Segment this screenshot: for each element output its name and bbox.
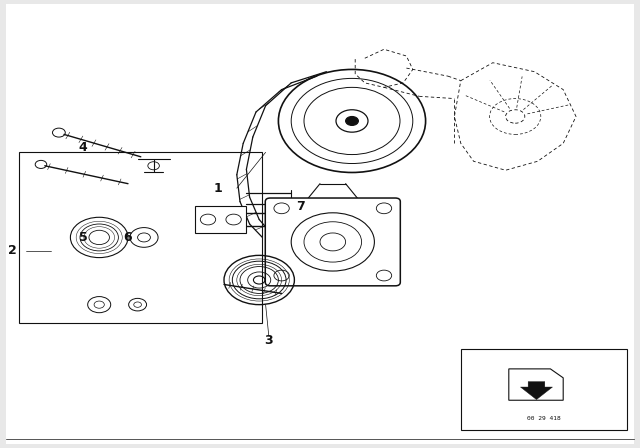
Bar bbox=[19, 152, 262, 323]
Text: 5: 5 bbox=[79, 231, 88, 244]
Bar bbox=[195, 206, 246, 233]
Text: 6: 6 bbox=[124, 231, 132, 244]
Text: 2: 2 bbox=[8, 244, 17, 258]
FancyBboxPatch shape bbox=[265, 198, 401, 286]
Text: 1: 1 bbox=[213, 181, 222, 195]
Polygon shape bbox=[509, 369, 563, 400]
Bar bbox=[461, 349, 627, 430]
Text: 3: 3 bbox=[264, 334, 273, 347]
Text: 00 29 418: 00 29 418 bbox=[527, 416, 561, 421]
Text: 4: 4 bbox=[79, 141, 88, 155]
Polygon shape bbox=[520, 382, 552, 400]
Text: 7: 7 bbox=[296, 199, 305, 213]
Circle shape bbox=[346, 116, 358, 125]
